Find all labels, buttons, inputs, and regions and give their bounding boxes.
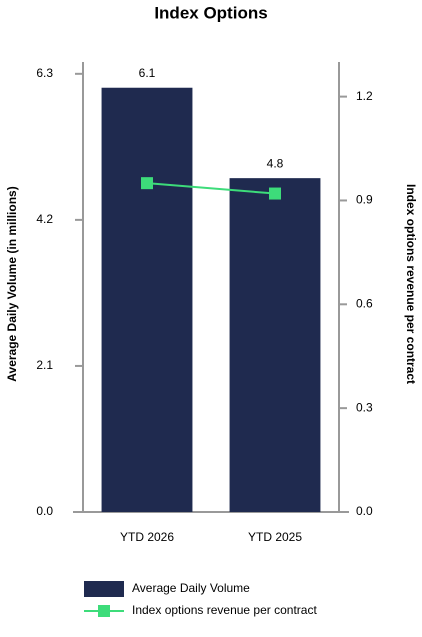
y-axis-label: Average Daily Volume (in millions) (5, 186, 19, 381)
x-tick-label: YTD 2026 (120, 530, 174, 544)
y2-tick-label: 0.6 (356, 296, 373, 310)
y-tick-label: 2.1 (36, 358, 53, 372)
line-marker (269, 187, 281, 200)
bar (229, 178, 321, 512)
y-tick-label: 6.3 (36, 66, 53, 80)
legend-label: Index options revenue per contract (132, 603, 317, 617)
line (146, 182, 276, 195)
data-label: 4.8 (267, 156, 284, 170)
x-tick-label: YTD 2025 (248, 530, 302, 544)
line-marker (141, 177, 153, 190)
legend-swatch (84, 581, 124, 597)
y-tick-label: 0.0 (36, 504, 53, 518)
y2-tick-label: 0.9 (356, 193, 373, 207)
y2-tick-label: 0.3 (356, 400, 373, 414)
y-tick-label: 4.2 (36, 212, 53, 226)
y2-tick-label: 0.0 (356, 504, 373, 518)
legend-label: Average Daily Volume (132, 581, 250, 595)
chart-title: Index Options (154, 3, 267, 22)
bar (101, 87, 193, 512)
data-label: 6.1 (139, 66, 156, 80)
y2-axis-label: Index options revenue per contract (404, 184, 418, 384)
legend-swatch (98, 605, 110, 617)
y2-tick-label: 1.2 (356, 89, 373, 103)
